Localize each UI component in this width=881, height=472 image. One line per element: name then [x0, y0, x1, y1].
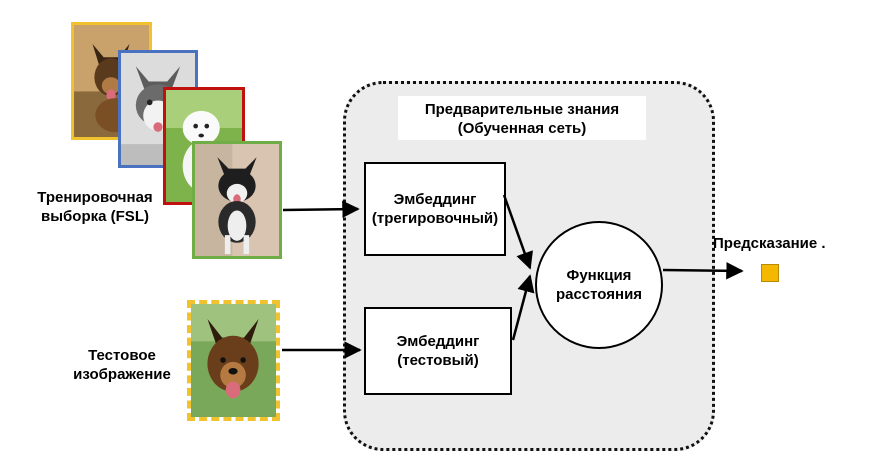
german-shepherd-test-photo-icon [191, 304, 276, 417]
arrow-distance-to-prediction [662, 262, 744, 280]
arrow-embedding-train-to-distance [502, 194, 533, 270]
training-set-label: Тренировочная выборка (FSL) [37, 189, 153, 225]
test-image-card [187, 300, 280, 421]
embedding-test-label: Эмбеддинг (тестовый) [396, 333, 480, 369]
prediction-label: Предсказание . [713, 235, 826, 252]
arrow-embedding-test-to-distance [511, 274, 535, 341]
distance-function-label: Функция расстояния [555, 267, 643, 303]
training-card-4 [192, 141, 282, 259]
test-image-label: Тестовое изображение [73, 347, 171, 383]
prediction-square [761, 264, 779, 282]
distance-function-node: Функция расстояния [535, 221, 663, 349]
malamute-photo-icon [195, 144, 279, 256]
embedding-train-label: Эмбеддинг (трегировочный) [371, 191, 499, 227]
embedding-test-box: Эмбеддинг (тестовый) [364, 307, 512, 395]
arrow-train-to-embedding [282, 200, 360, 218]
prior-knowledge-label: Предварительные знания (Обученная сеть) [398, 96, 646, 140]
embedding-train-box: Эмбеддинг (трегировочный) [364, 162, 506, 256]
